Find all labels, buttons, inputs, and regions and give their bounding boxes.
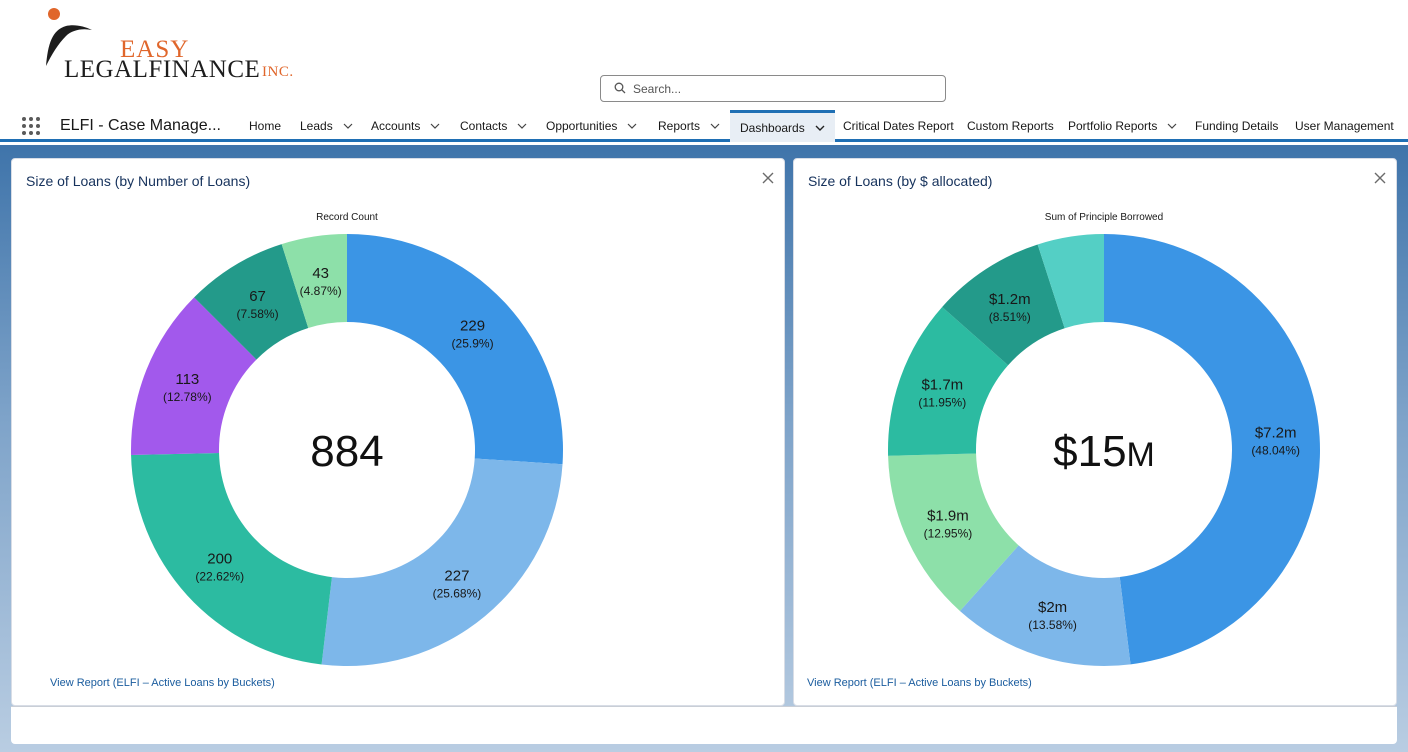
slice-percent-label: (12.78%) — [163, 390, 212, 404]
search-input[interactable] — [633, 80, 933, 98]
global-search[interactable] — [600, 75, 946, 102]
view-report-link[interactable]: View Report (ELFI – Active Loans by Buck… — [50, 677, 275, 689]
slice-percent-label: (13.58%) — [1028, 618, 1077, 632]
donut-slice[interactable] — [888, 453, 1019, 611]
donut-slice[interactable] — [194, 244, 309, 360]
nav-item-label: Portfolio Reports — [1068, 119, 1158, 133]
donut-slice[interactable] — [131, 452, 332, 665]
nav-item-dashboards[interactable]: Dashboards — [730, 110, 835, 142]
slice-percent-label: (25.68%) — [433, 586, 482, 600]
donut-chart-record-count: 229 (25.9%) 227 (25.68%) 200 (22.62%) 113 (12.7… — [131, 234, 563, 666]
nav-item-label: Custom Reports — [967, 119, 1054, 133]
donut-slice[interactable] — [131, 297, 257, 456]
chevron-down-icon[interactable] — [627, 123, 637, 129]
header: EASY LEGALFINANCE INC. — [0, 0, 1408, 110]
bottom-dashboard-panel — [11, 706, 1397, 744]
logo-word-legalfinance: LEGALFINANCE — [64, 56, 261, 83]
slice-value-label: 227 — [444, 567, 469, 584]
slice-percent-label: (11.95%) — [918, 395, 966, 409]
slice-value-label: 200 — [207, 551, 232, 568]
donut-center-total: 884 — [310, 427, 383, 476]
nav-item-label: Reports — [658, 119, 701, 133]
slice-percent-label: (8.51%) — [989, 310, 1031, 324]
slice-value-label: 229 — [460, 317, 485, 334]
donut-slice[interactable] — [281, 234, 347, 328]
nav-item-portfolio-reports[interactable]: Portfolio Reports — [1068, 110, 1177, 142]
nav-item-funding-details[interactable]: Funding Details — [1195, 110, 1278, 142]
app-nav-bar: ELFI - Case Manage... Home Leads Account… — [0, 110, 1408, 142]
donut-chart-principle-borrowed: $7.2m (48.04%) $2m (13.58%) $1.9m (12.95%) $1.… — [888, 234, 1320, 666]
slice-percent-label: (12.95%) — [924, 526, 973, 540]
donut-slice[interactable] — [347, 234, 563, 465]
logo-word-inc: INC. — [262, 64, 294, 80]
logo-word-easy: EASY — [120, 36, 190, 63]
search-icon — [614, 82, 626, 94]
chevron-down-icon[interactable] — [430, 123, 440, 129]
slice-value-label: $7.2m — [1255, 424, 1297, 441]
nav-item-label: Opportunities — [546, 119, 618, 133]
nav-item-home[interactable]: Home — [249, 110, 281, 142]
close-icon[interactable] — [761, 171, 775, 185]
close-icon[interactable] — [1373, 171, 1387, 185]
slice-value-label: $1.7m — [921, 376, 963, 393]
slice-value-label: $2m — [1038, 599, 1067, 616]
slice-value-label: $1.2m — [989, 291, 1031, 308]
slice-percent-label: (25.9%) — [452, 336, 494, 350]
slice-percent-label: (4.87%) — [300, 284, 342, 298]
donut-center-unit: M — [1127, 436, 1155, 474]
slice-percent-label: (7.58%) — [237, 307, 279, 321]
chevron-down-icon[interactable] — [1167, 123, 1177, 129]
donut-slice[interactable] — [1104, 234, 1320, 665]
chart-subtitle: Sum of Principle Borrowed — [1044, 212, 1164, 223]
donut-slice[interactable] — [888, 306, 1009, 456]
chevron-down-icon[interactable] — [710, 123, 720, 129]
chevron-down-icon[interactable] — [517, 123, 527, 129]
chevron-down-icon[interactable] — [815, 125, 825, 131]
slice-value-label: 43 — [312, 265, 329, 282]
slice-value-label: $1.9m — [927, 507, 969, 524]
nav-item-label: Leads — [300, 119, 333, 133]
slice-percent-label: (48.04%) — [1251, 443, 1300, 457]
nav-item-label: Accounts — [371, 119, 421, 133]
donut-slice[interactable] — [1037, 234, 1104, 329]
slice-value-label: 113 — [175, 371, 199, 388]
nav-item-label: Dashboards — [740, 120, 805, 135]
slice-percent-label: (22.62%) — [195, 570, 244, 584]
nav-item-leads[interactable]: Leads — [300, 110, 353, 142]
app-name: ELFI - Case Manage... — [60, 117, 221, 134]
nav-item-label: Funding Details — [1195, 119, 1279, 133]
nav-item-label: Critical Dates Report — [843, 119, 954, 133]
nav-item-opportunities[interactable]: Opportunities — [546, 110, 637, 142]
nav-item-label: User Management — [1295, 119, 1394, 133]
company-logo[interactable]: EASY LEGALFINANCE INC. — [40, 6, 310, 86]
nav-item-contacts[interactable]: Contacts — [460, 110, 527, 142]
nav-item-accounts[interactable]: Accounts — [371, 110, 440, 142]
nav-item-label: Home — [249, 119, 282, 133]
nav-item-reports[interactable]: Reports — [658, 110, 720, 142]
donut-slice[interactable] — [321, 458, 563, 666]
nav-item-label: Contacts — [460, 119, 508, 133]
donut-center-total: $15M — [1053, 427, 1155, 476]
view-report-link[interactable]: View Report (ELFI – Active Loans by Buck… — [807, 677, 1032, 689]
card-title: Size of Loans (by Number of Loans) — [26, 173, 251, 189]
dashboard-card-number-of-loans: Size of Loans (by Number of Loans) Recor… — [11, 158, 785, 706]
nav-item-critical-dates-report[interactable]: Critical Dates Report — [843, 110, 954, 142]
app-launcher-icon[interactable] — [21, 116, 41, 136]
logo-figure-icon — [46, 8, 92, 66]
card-title: Size of Loans (by $ allocated) — [808, 173, 993, 189]
nav-item-user-management[interactable]: User Management — [1295, 110, 1394, 142]
donut-slice[interactable] — [942, 244, 1065, 366]
chevron-down-icon[interactable] — [343, 123, 353, 129]
donut-slice[interactable] — [959, 545, 1131, 666]
dashboard-card-dollar-allocated: Size of Loans (by $ allocated) Sum of Pr… — [793, 158, 1397, 706]
chart-subtitle: Record Count — [316, 212, 378, 223]
nav-item-custom-reports[interactable]: Custom Reports — [967, 110, 1054, 142]
slice-value-label: 67 — [249, 288, 266, 305]
